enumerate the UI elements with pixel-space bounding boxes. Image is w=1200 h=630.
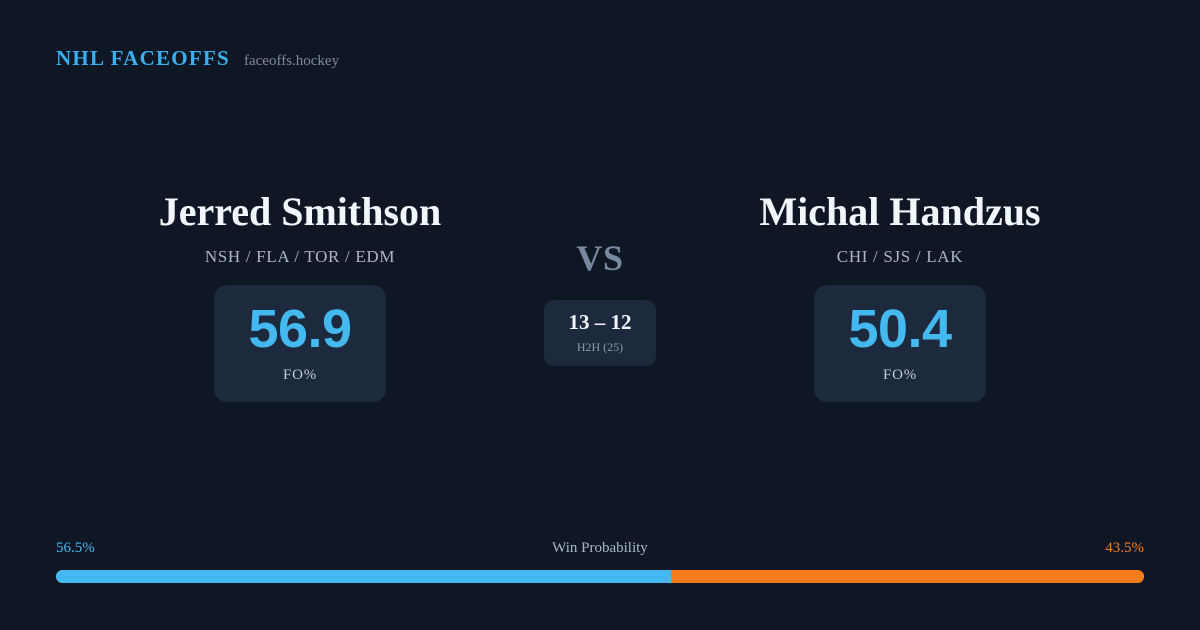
- win-probability-left-fill: [56, 570, 671, 583]
- right-player-stat-card: 50.4 FO%: [814, 284, 986, 402]
- versus-column: VS 13 – 12 H2H (25): [500, 190, 700, 366]
- left-player-column: Jerred Smithson NSH / FLA / TOR / EDM 56…: [100, 189, 500, 402]
- left-player-stat-card: 56.9 FO%: [214, 284, 386, 402]
- win-probability-labels: 56.5% Win Probability 43.5%: [56, 540, 1144, 560]
- win-probability-section: 56.5% Win Probability 43.5%: [56, 540, 1144, 583]
- win-probability-right-pct: 43.5%: [1105, 540, 1144, 556]
- right-player-teams: CHI / SJS / LAK: [836, 246, 964, 266]
- left-player-name: Jerred Smithson: [158, 189, 442, 234]
- head-to-head-card: 13 – 12 H2H (25): [544, 300, 656, 366]
- left-player-teams: NSH / FLA / TOR / EDM: [204, 246, 396, 266]
- win-probability-right-fill: [670, 570, 1144, 583]
- brand-title: NHL FACEOFFS: [56, 46, 230, 70]
- win-probability-bar: [56, 570, 1144, 583]
- matchup-section: Jerred Smithson NSH / FLA / TOR / EDM 56…: [0, 189, 1200, 402]
- left-player-stat-label: FO%: [283, 367, 317, 384]
- win-probability-left-pct: 56.5%: [56, 540, 95, 556]
- right-player-stat-label: FO%: [883, 367, 917, 384]
- head-to-head-label: H2H (25): [576, 339, 624, 354]
- right-player-column: Michal Handzus CHI / SJS / LAK 50.4 FO%: [700, 189, 1100, 402]
- site-domain-label: faceoffs.hockey: [244, 53, 340, 69]
- win-probability-title: Win Probability: [552, 540, 648, 556]
- right-player-faceoff-pct: 50.4: [848, 299, 952, 360]
- site-header: NHL FACEOFFS faceoffs.hockey: [56, 46, 339, 71]
- head-to-head-score: 13 – 12: [568, 309, 632, 334]
- right-player-name: Michal Handzus: [759, 189, 1041, 234]
- versus-label: VS: [576, 238, 624, 278]
- left-player-faceoff-pct: 56.9: [248, 299, 352, 360]
